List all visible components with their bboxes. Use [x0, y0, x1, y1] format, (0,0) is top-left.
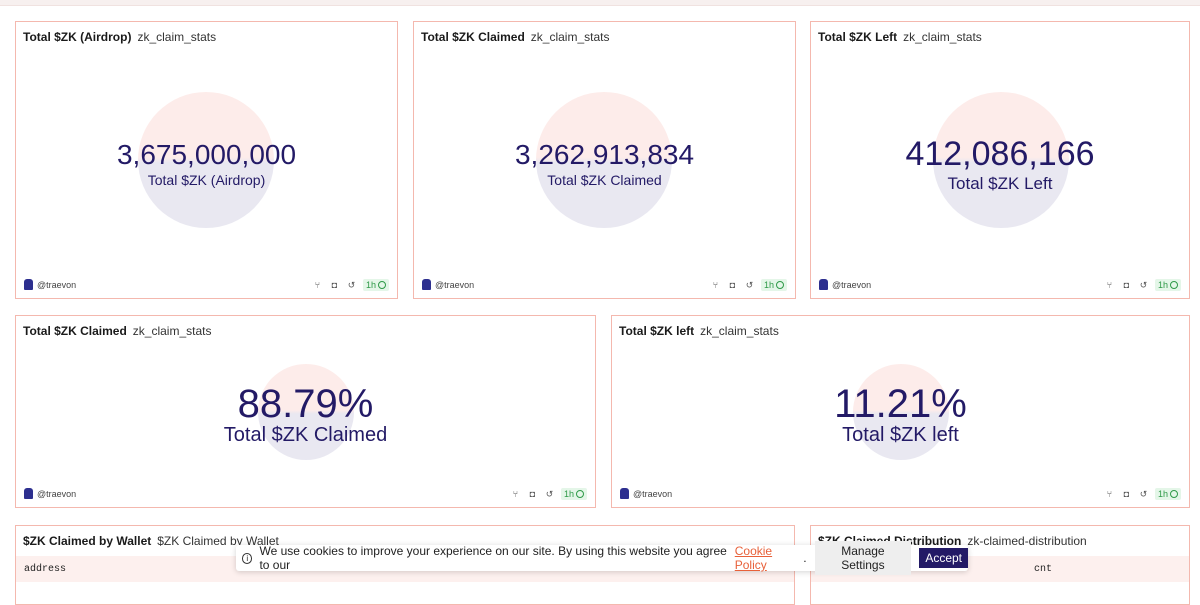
card-query[interactable]: zk_claim_stats [700, 324, 779, 338]
card-title[interactable]: $ZK Claimed by Wallet [23, 534, 152, 548]
counter-card-left-percent: Total $ZK left zk_claim_stats 11.21% Tota… [611, 315, 1190, 508]
counter-value: 11.21% [834, 382, 967, 426]
counter-label: Total $ZK left [842, 424, 959, 446]
manage-settings-button[interactable]: Manage Settings [814, 541, 912, 575]
card-title[interactable]: Total $ZK Claimed [421, 30, 525, 44]
card-title[interactable]: Total $ZK (Airdrop) [23, 30, 132, 44]
card-header: Total $ZK (Airdrop) zk_claim_stats [23, 30, 216, 44]
author-name: @traevon [633, 488, 673, 499]
counter-card-claimed: Total $ZK Claimed zk_claim_stats 3,262,91… [413, 21, 796, 299]
refresh-icon[interactable]: ↺ [1139, 279, 1148, 290]
refresh-badge[interactable]: 1h [760, 279, 787, 291]
camera-icon[interactable]: ◘ [331, 280, 338, 290]
check-circle-icon [776, 281, 784, 289]
counter-blob [138, 92, 274, 228]
avatar-icon [422, 279, 431, 290]
counter-card-left: Total $ZK Left zk_claim_stats 412,086,166… [810, 21, 1190, 299]
card-tools: ⑂ ◘ ↺ 1h [312, 279, 389, 291]
avatar-icon [24, 488, 33, 499]
card-query[interactable]: $ZK Claimed by Wallet [157, 534, 279, 548]
accept-button[interactable]: Accept [919, 548, 968, 568]
card-query[interactable]: zk-claimed-distribution [967, 534, 1087, 548]
check-circle-icon [378, 281, 386, 289]
counter-blob [853, 364, 949, 460]
camera-icon[interactable]: ◘ [1123, 280, 1130, 290]
author-name: @traevon [37, 488, 77, 499]
card-query[interactable]: zk_claim_stats [903, 30, 982, 44]
refresh-icon[interactable]: ↺ [347, 279, 356, 290]
counter-blob [258, 364, 354, 460]
cookie-policy-link[interactable]: Cookie Policy [734, 544, 773, 572]
card-header: Total $ZK left zk_claim_stats [619, 324, 779, 338]
column-header-cnt[interactable]: cnt [1034, 564, 1053, 575]
avatar-icon [24, 279, 33, 290]
card-header: Total $ZK Claimed zk_claim_stats [23, 324, 212, 338]
card-tools: ⑂ ◘ ↺ 1h [510, 488, 587, 500]
info-icon: i [242, 552, 253, 564]
refresh-interval: 1h [563, 489, 574, 499]
counter-card-claimed-percent: Total $ZK Claimed zk_claim_stats 88.79% T… [15, 315, 596, 508]
counter-label: Total $ZK (Airdrop) [147, 172, 266, 188]
cookie-banner: i We use cookies to improve your experie… [236, 541, 968, 575]
card-footer-author[interactable]: @traevon [819, 279, 871, 290]
counter-blob [536, 92, 672, 228]
check-circle-icon [1170, 490, 1178, 498]
card-footer-author[interactable]: @traevon [620, 488, 672, 499]
card-title[interactable]: Total $ZK left [619, 324, 695, 338]
column-header-address[interactable]: address [24, 564, 67, 575]
refresh-icon[interactable]: ↺ [1139, 488, 1148, 499]
camera-icon[interactable]: ◘ [729, 280, 736, 290]
refresh-badge[interactable]: 1h [1154, 279, 1181, 291]
author-name: @traevon [37, 279, 77, 290]
author-name: @traevon [832, 279, 872, 290]
counter-label: Total $ZK Claimed [223, 424, 388, 446]
counter-value: 3,262,913,834 [514, 139, 695, 170]
refresh-badge[interactable]: 1h [1154, 488, 1181, 500]
card-query[interactable]: zk_claim_stats [132, 324, 212, 338]
fork-icon[interactable]: ⑂ [712, 280, 719, 290]
camera-icon[interactable]: ◘ [529, 489, 536, 499]
counter-value: 3,675,000,000 [116, 139, 297, 170]
counter-blob [933, 92, 1069, 228]
fork-icon[interactable]: ⑂ [512, 489, 519, 499]
card-header: $ZK Claimed by Wallet $ZK Claimed by Wall… [23, 534, 279, 548]
refresh-interval: 1h [1157, 280, 1168, 290]
cookie-text: We use cookies to improve your experienc… [259, 544, 727, 572]
card-footer-author[interactable]: @traevon [24, 488, 76, 499]
card-title[interactable]: Total $ZK Left [818, 30, 898, 44]
card-header: Total $ZK Left zk_claim_stats [818, 30, 982, 44]
refresh-interval: 1h [1157, 489, 1168, 499]
author-name: @traevon [435, 279, 475, 290]
refresh-badge[interactable]: 1h [560, 488, 587, 500]
avatar-icon [819, 279, 828, 290]
refresh-interval: 1h [365, 280, 376, 290]
card-tools: ⑂ ◘ ↺ 1h [1104, 279, 1181, 291]
card-tools: ⑂ ◘ ↺ 1h [1104, 488, 1181, 500]
refresh-icon[interactable]: ↺ [545, 488, 554, 499]
card-footer-author[interactable]: @traevon [24, 279, 76, 290]
top-bar [0, 0, 1200, 6]
counter-value: 88.79% [237, 382, 374, 426]
counter-card-airdrop: Total $ZK (Airdrop) zk_claim_stats 3,675,… [15, 21, 398, 299]
fork-icon[interactable]: ⑂ [314, 280, 321, 290]
cookie-text-end: . [803, 551, 807, 565]
camera-icon[interactable]: ◘ [1123, 489, 1130, 499]
card-header: Total $ZK Claimed zk_claim_stats [421, 30, 610, 44]
fork-icon[interactable]: ⑂ [1106, 280, 1113, 290]
card-query[interactable]: zk_claim_stats [530, 30, 610, 44]
fork-icon[interactable]: ⑂ [1106, 489, 1113, 499]
card-title[interactable]: Total $ZK Claimed [23, 324, 127, 338]
card-footer-author[interactable]: @traevon [422, 279, 474, 290]
card-query[interactable]: zk_claim_stats [137, 30, 217, 44]
counter-label: Total $ZK Claimed [547, 172, 662, 188]
counter-label: Total $ZK Left [947, 174, 1053, 193]
refresh-interval: 1h [763, 280, 774, 290]
check-circle-icon [576, 490, 584, 498]
check-circle-icon [1170, 281, 1178, 289]
avatar-icon [620, 488, 629, 499]
card-tools: ⑂ ◘ ↺ 1h [710, 279, 787, 291]
refresh-badge[interactable]: 1h [362, 279, 389, 291]
counter-value: 412,086,166 [905, 135, 1095, 173]
refresh-icon[interactable]: ↺ [745, 279, 754, 290]
